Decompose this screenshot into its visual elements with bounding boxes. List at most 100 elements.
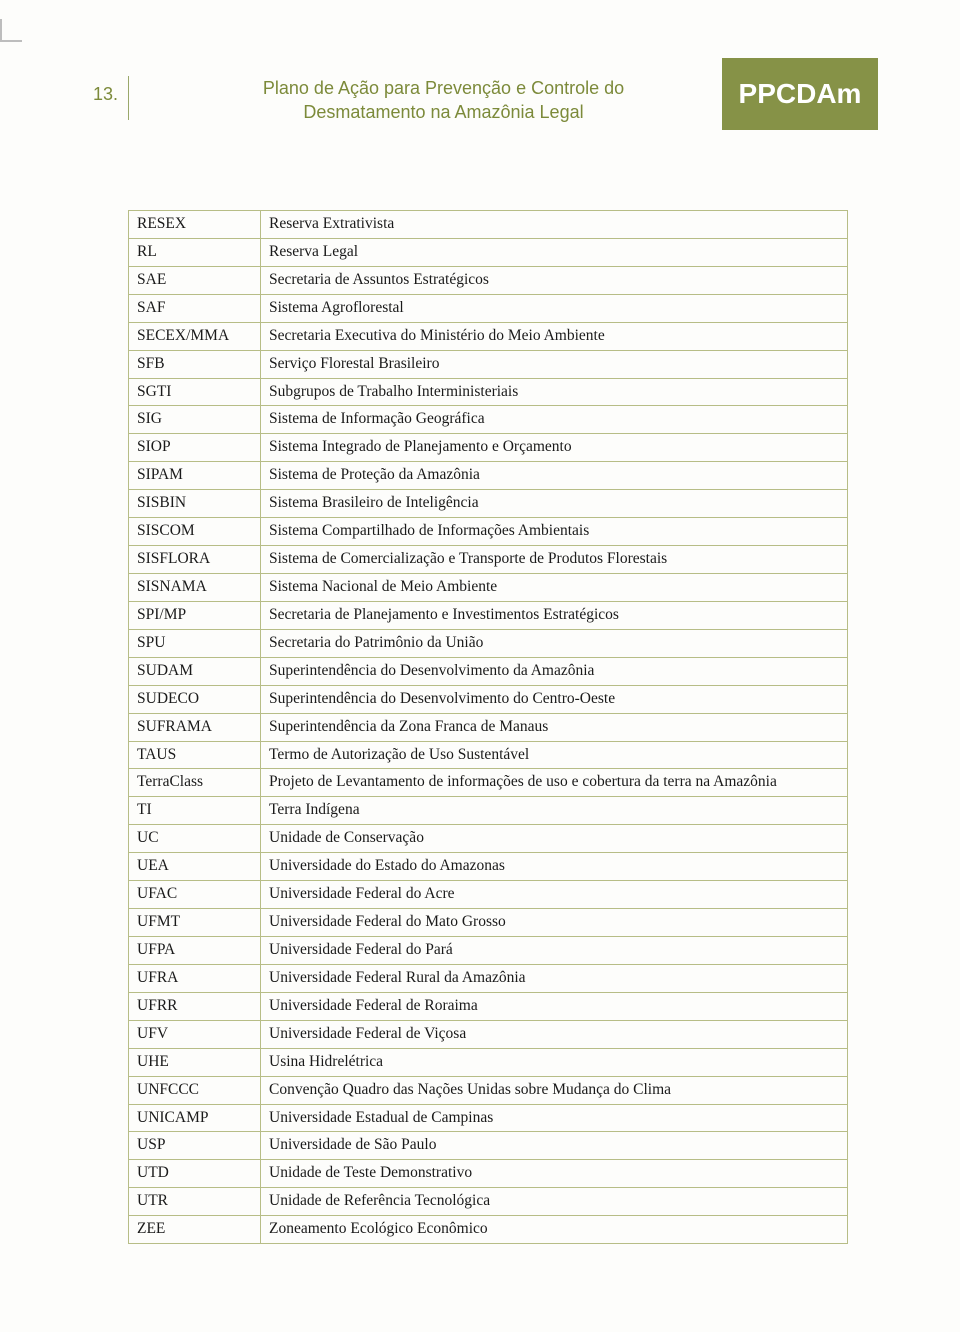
table-row: SECEX/MMASecretaria Executiva do Ministé…: [129, 322, 848, 350]
table-row: UFPAUniversidade Federal do Pará: [129, 936, 848, 964]
acronym-cell: UNFCCC: [129, 1076, 261, 1104]
acronym-cell: UFAC: [129, 881, 261, 909]
table-row: SAFSistema Agroflorestal: [129, 294, 848, 322]
table-row: SIGSistema de Informação Geográfica: [129, 406, 848, 434]
table-row: TITerra Indígena: [129, 797, 848, 825]
acronym-cell: SIPAM: [129, 462, 261, 490]
acronym-cell: SISFLORA: [129, 546, 261, 574]
acronym-cell: TerraClass: [129, 769, 261, 797]
acronym-cell: SISBIN: [129, 490, 261, 518]
acronym-cell: USP: [129, 1132, 261, 1160]
table-row: UFVUniversidade Federal de Viçosa: [129, 1020, 848, 1048]
program-badge: PPCDAm: [722, 58, 878, 130]
table-row: SISNAMASistema Nacional de Meio Ambiente: [129, 573, 848, 601]
acronym-cell: SECEX/MMA: [129, 322, 261, 350]
definition-cell: Secretaria de Planejamento e Investiment…: [261, 601, 848, 629]
table-row: SGTISubgrupos de Trabalho Interministeri…: [129, 378, 848, 406]
acronym-cell: RL: [129, 238, 261, 266]
table-row: SAESecretaria de Assuntos Estratégicos: [129, 266, 848, 294]
table-row: TerraClassProjeto de Levantamento de inf…: [129, 769, 848, 797]
acronym-cell: UNICAMP: [129, 1104, 261, 1132]
definition-cell: Zoneamento Ecológico Econômico: [261, 1216, 848, 1244]
acronym-cell: SISNAMA: [129, 573, 261, 601]
table-row: SUDECOSuperintendência do Desenvolviment…: [129, 685, 848, 713]
acronym-cell: ZEE: [129, 1216, 261, 1244]
definition-cell: Unidade de Conservação: [261, 825, 848, 853]
page-number-wrap: 13.: [93, 62, 135, 146]
acronym-table: RESEXReserva ExtrativistaRLReserva Legal…: [128, 210, 848, 1244]
acronym-cell: SUFRAMA: [129, 713, 261, 741]
definition-cell: Sistema Brasileiro de Inteligência: [261, 490, 848, 518]
acronym-cell: UTD: [129, 1160, 261, 1188]
acronym-cell: UFRA: [129, 964, 261, 992]
table-row: ZEEZoneamento Ecológico Econômico: [129, 1216, 848, 1244]
page-title-line-1: Plano de Ação para Prevenção e Controle …: [175, 76, 712, 100]
acronym-cell: UTR: [129, 1188, 261, 1216]
definition-cell: Unidade de Teste Demonstrativo: [261, 1160, 848, 1188]
definition-cell: Reserva Legal: [261, 238, 848, 266]
table-row: SISCOMSistema Compartilhado de Informaçõ…: [129, 518, 848, 546]
definition-cell: Universidade Federal de Roraima: [261, 992, 848, 1020]
table-row: RESEXReserva Extrativista: [129, 211, 848, 239]
definition-cell: Reserva Extrativista: [261, 211, 848, 239]
definition-cell: Secretaria de Assuntos Estratégicos: [261, 266, 848, 294]
acronym-cell: SFB: [129, 350, 261, 378]
acronym-cell: SPU: [129, 629, 261, 657]
page-number: 13.: [93, 62, 128, 105]
definition-cell: Secretaria do Patrimônio da União: [261, 629, 848, 657]
definition-cell: Sistema Agroflorestal: [261, 294, 848, 322]
table-row: UNICAMPUniversidade Estadual de Campinas: [129, 1104, 848, 1132]
acronym-cell: UFMT: [129, 909, 261, 937]
table-row: UFMTUniversidade Federal do Mato Grosso: [129, 909, 848, 937]
definition-cell: Superintendência do Desenvolvimento da A…: [261, 657, 848, 685]
acronym-cell: UFV: [129, 1020, 261, 1048]
acronym-cell: UFRR: [129, 992, 261, 1020]
header-separator: [128, 76, 129, 120]
table-row: SUFRAMASuperintendência da Zona Franca d…: [129, 713, 848, 741]
page-header: 13. Plano de Ação para Prevenção e Contr…: [93, 62, 878, 146]
definition-cell: Sistema de Proteção da Amazônia: [261, 462, 848, 490]
acronym-cell: UHE: [129, 1048, 261, 1076]
table-row: UFRRUniversidade Federal de Roraima: [129, 992, 848, 1020]
table-row: UTDUnidade de Teste Demonstrativo: [129, 1160, 848, 1188]
definition-cell: Convenção Quadro das Nações Unidas sobre…: [261, 1076, 848, 1104]
acronym-cell: SISCOM: [129, 518, 261, 546]
acronym-cell: TAUS: [129, 741, 261, 769]
acronym-cell: SAE: [129, 266, 261, 294]
table-row: SPUSecretaria do Patrimônio da União: [129, 629, 848, 657]
table-row: SIOPSistema Integrado de Planejamento e …: [129, 434, 848, 462]
definition-cell: Universidade Federal do Acre: [261, 881, 848, 909]
table-row: RLReserva Legal: [129, 238, 848, 266]
definition-cell: Sistema Compartilhado de Informações Amb…: [261, 518, 848, 546]
table-row: SISFLORASistema de Comercialização e Tra…: [129, 546, 848, 574]
definition-cell: Projeto de Levantamento de informações d…: [261, 769, 848, 797]
acronym-cell: SUDAM: [129, 657, 261, 685]
table-row: SFBServiço Florestal Brasileiro: [129, 350, 848, 378]
acronym-table-wrap: RESEXReserva ExtrativistaRLReserva Legal…: [128, 210, 848, 1244]
acronym-cell: UEA: [129, 853, 261, 881]
table-row: UNFCCCConvenção Quadro das Nações Unidas…: [129, 1076, 848, 1104]
acronym-cell: TI: [129, 797, 261, 825]
definition-cell: Terra Indígena: [261, 797, 848, 825]
table-row: UCUnidade de Conservação: [129, 825, 848, 853]
table-row: UEAUniversidade do Estado do Amazonas: [129, 853, 848, 881]
definition-cell: Termo de Autorização de Uso Sustentável: [261, 741, 848, 769]
definition-cell: Usina Hidrelétrica: [261, 1048, 848, 1076]
acronym-cell: UC: [129, 825, 261, 853]
acronym-cell: SUDECO: [129, 685, 261, 713]
page-title-block: Plano de Ação para Prevenção e Controle …: [135, 62, 722, 125]
definition-cell: Sistema Integrado de Planejamento e Orça…: [261, 434, 848, 462]
table-row: SUDAMSuperintendência do Desenvolvimento…: [129, 657, 848, 685]
page-title-line-2: Desmatamento na Amazônia Legal: [175, 100, 712, 124]
definition-cell: Universidade Estadual de Campinas: [261, 1104, 848, 1132]
definition-cell: Universidade Federal de Viçosa: [261, 1020, 848, 1048]
table-row: TAUSTermo de Autorização de Uso Sustentá…: [129, 741, 848, 769]
table-row: SPI/MPSecretaria de Planejamento e Inves…: [129, 601, 848, 629]
definition-cell: Universidade Federal Rural da Amazônia: [261, 964, 848, 992]
acronym-cell: SGTI: [129, 378, 261, 406]
definition-cell: Universidade Federal do Pará: [261, 936, 848, 964]
definition-cell: Serviço Florestal Brasileiro: [261, 350, 848, 378]
definition-cell: Superintendência da Zona Franca de Manau…: [261, 713, 848, 741]
crop-mark-vertical: [0, 19, 2, 41]
definition-cell: Universidade do Estado do Amazonas: [261, 853, 848, 881]
